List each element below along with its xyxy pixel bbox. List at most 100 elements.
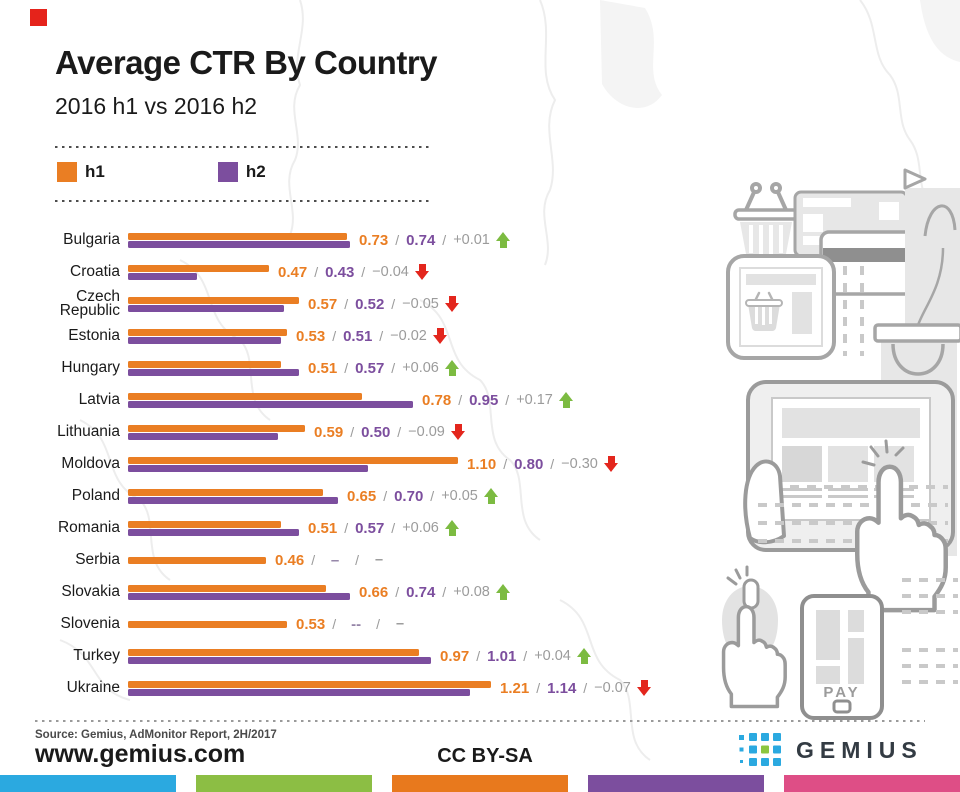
value-h1: 1.21 [500, 679, 530, 697]
bar-zone: 0.66 / 0.74 / +0.08 [128, 584, 511, 601]
bar-zone: 0.65 / 0.70 / +0.05 [128, 488, 499, 505]
separator: / [311, 552, 316, 568]
bar-values: 0.59 / 0.50 / −0.09 [314, 424, 466, 441]
bar-h1 [128, 620, 287, 628]
bar-h2 [128, 496, 338, 504]
value-change: +0.05 [441, 488, 478, 504]
value-change: −0.02 [390, 328, 427, 344]
bar-pair [128, 264, 269, 280]
separator: / [361, 264, 366, 280]
separator: / [583, 680, 588, 696]
bar-h2 [128, 528, 299, 536]
value-h2: 0.74 [406, 583, 436, 601]
country-label: Turkey [73, 647, 120, 664]
bar-pair [128, 360, 299, 376]
bar-h2 [128, 272, 197, 280]
bar-pair [128, 680, 491, 696]
footer-color-stripe [0, 775, 960, 792]
value-h1: 0.78 [422, 391, 452, 409]
separator: / [397, 424, 402, 440]
bar-h1 [128, 648, 419, 656]
down-arrow-icon [432, 328, 448, 344]
footer-stripe-segment [784, 775, 960, 792]
down-arrow-icon [444, 296, 460, 312]
value-h2: – [330, 551, 340, 569]
value-h1: 0.57 [308, 295, 338, 313]
chart-row: Moldova 1.10 / 0.80 / −0.30 [35, 448, 695, 480]
down-arrow-icon [603, 456, 619, 472]
bar-zone: 0.51 / 0.57 / +0.06 [128, 360, 460, 377]
value-h2: 0.50 [361, 423, 391, 441]
value-h2: 1.01 [487, 647, 517, 665]
bar-values: 0.73 / 0.74 / +0.01 [359, 232, 511, 249]
chart-row: Slovakia 0.66 / 0.74 / +0.08 [35, 576, 695, 608]
country-label: Lithuania [57, 423, 120, 440]
bar-h1 [128, 424, 305, 432]
bar-zone: 1.21 / 1.14 / −0.07 [128, 680, 652, 697]
bar-values: 0.46/– / – [275, 552, 392, 569]
value-h1: 0.65 [347, 487, 377, 505]
separator: / [442, 232, 447, 248]
value-h2: 0.70 [394, 487, 424, 505]
value-change: +0.08 [453, 584, 490, 600]
country-label: Moldova [61, 455, 120, 472]
bar-h1 [128, 520, 281, 528]
bar-h1 [128, 328, 287, 336]
separator: / [476, 648, 481, 664]
value-h1: 0.59 [314, 423, 344, 441]
bar-zone: 0.53/-- / – [128, 616, 413, 633]
bar-pair [128, 648, 431, 664]
gemius-logo: GEMIUS [738, 733, 923, 767]
bar-values: 0.51 / 0.57 / +0.06 [308, 360, 460, 377]
legend-swatch-h2 [217, 162, 238, 182]
separator: / [395, 232, 400, 248]
value-h1: 0.46 [275, 551, 305, 569]
corner-accent-square [30, 9, 47, 26]
chart-row: Romania 0.51 / 0.57 / +0.06 [35, 512, 695, 544]
website-text: www.gemius.com [35, 740, 246, 768]
chart-row: Ukraine 1.21 / 1.14 / −0.07 [35, 672, 695, 704]
bar-h1 [128, 680, 491, 688]
bar-h2 [128, 400, 413, 408]
bar-zone: 0.51 / 0.57 / +0.06 [128, 520, 460, 537]
separator: / [523, 648, 528, 664]
bar-pair [128, 328, 287, 344]
value-h2: 0.57 [355, 359, 385, 377]
separator: / [391, 296, 396, 312]
up-arrow-icon [495, 232, 511, 248]
bar-h1 [128, 584, 326, 592]
value-change: +0.01 [453, 232, 490, 248]
bar-zone: 0.59 / 0.50 / −0.09 [128, 424, 466, 441]
country-label: Latvia [78, 391, 120, 408]
bar-pair [128, 520, 299, 536]
bar-zone: 1.10 / 0.80 / −0.30 [128, 456, 619, 473]
bar-h2 [128, 432, 278, 440]
separator: / [376, 616, 380, 632]
value-h1: 0.66 [359, 583, 389, 601]
country-label: Ukraine [66, 679, 120, 696]
separator: / [458, 392, 463, 408]
separator: / [550, 456, 555, 472]
bar-values: 0.57 / 0.52 / −0.05 [308, 296, 460, 313]
up-arrow-icon [483, 488, 499, 504]
bar-h1 [128, 392, 362, 400]
bar-pair [128, 392, 413, 408]
bar-pair [128, 620, 287, 628]
bar-values: 0.78 / 0.95 / +0.17 [422, 392, 574, 409]
separator: / [383, 488, 388, 504]
country-label: Poland [71, 487, 120, 504]
value-h2: 0.51 [343, 327, 373, 345]
bar-zone: 0.57 / 0.52 / −0.05 [128, 296, 460, 313]
bar-zone: 0.53 / 0.51 / −0.02 [128, 328, 448, 345]
bar-pair [128, 456, 458, 472]
chart-row: Lithuania 0.59 / 0.50 / −0.09 [35, 416, 695, 448]
bar-pair [128, 488, 338, 504]
separator: / [344, 360, 349, 376]
bar-values: 0.66 / 0.74 / +0.08 [359, 584, 511, 601]
chart-legend: h1 h2 [57, 162, 266, 182]
dashed-divider-bottom [55, 200, 430, 202]
value-h1: 0.51 [308, 359, 338, 377]
up-arrow-icon [558, 392, 574, 408]
value-h1: 0.51 [308, 519, 338, 537]
country-label: Hungary [61, 359, 120, 376]
